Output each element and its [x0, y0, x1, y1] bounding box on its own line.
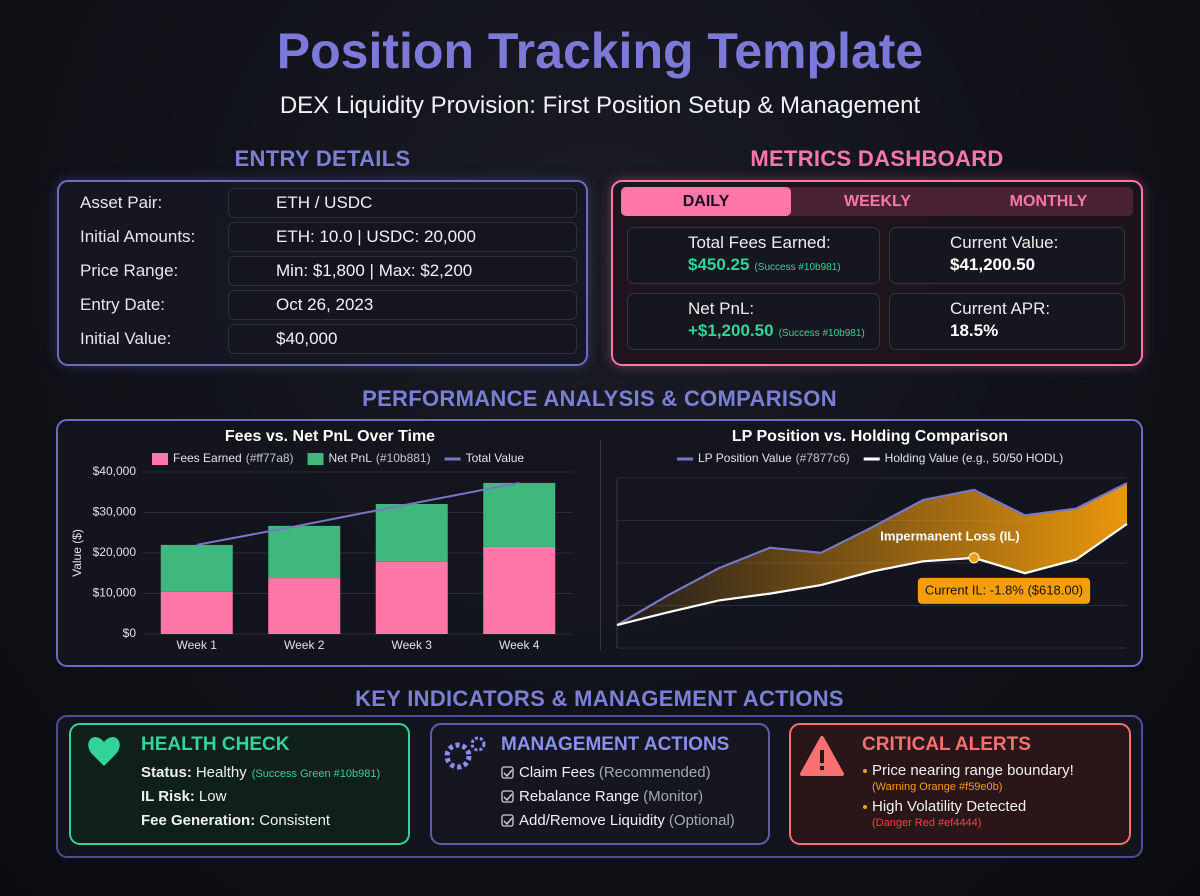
- section-title: ENTRY DETAILS: [234, 146, 411, 171]
- entry-value: ETH / USDC: [276, 193, 373, 212]
- action-note: (Optional): [668, 812, 735, 829]
- health-item: Status: Healthy (Success Green #10b981): [141, 764, 380, 781]
- metric-card: [889, 293, 1125, 350]
- entry-value-box: [228, 290, 577, 320]
- health-value: Consistent: [259, 812, 331, 829]
- health-label: Status:: [141, 764, 192, 781]
- tab[interactable]: DAILY: [621, 187, 791, 216]
- metric-line: $41,200.50: [950, 255, 1035, 275]
- divider: [600, 440, 601, 650]
- action-note: (Recommended): [598, 764, 711, 781]
- alerts-card: [789, 723, 1131, 845]
- card-title: MANAGEMENT ACTIONS: [501, 734, 730, 755]
- metric-card: [627, 293, 880, 350]
- action-text: Claim Fees: [519, 764, 595, 781]
- metric-value: +$1,200.50: [688, 321, 774, 340]
- card-title: HEALTH CHECK: [141, 734, 290, 755]
- metric-card: [889, 227, 1125, 284]
- alert-text: Price nearing range boundary!: [872, 762, 1074, 779]
- entry-value: Min: $1,800 | Max: $2,200: [276, 261, 473, 280]
- tab[interactable]: MONTHLY: [1009, 193, 1088, 210]
- metric-label: Total Fees Earned:: [688, 233, 831, 252]
- entry-value-box: [228, 188, 577, 218]
- health-value: Healthy: [195, 764, 247, 781]
- metric-label: Current Value:: [950, 233, 1059, 252]
- entry-value: ETH: 10.0 | USDC: 20,000: [276, 227, 477, 246]
- section-title: PERFORMANCE ANALYSIS & COMPARISON: [362, 386, 837, 411]
- entry-label: Initial Value:: [80, 329, 172, 348]
- action-note: (Monitor): [643, 788, 704, 805]
- metric-card: [627, 227, 880, 284]
- metric-value: $450.25: [688, 255, 750, 274]
- metric-value: 18.5%: [950, 321, 999, 340]
- entry-label: Price Range:: [80, 261, 179, 280]
- section-title: METRICS DASHBOARD: [750, 146, 1004, 171]
- page-subtitle: DEX Liquidity Provision: First Position …: [279, 92, 921, 119]
- alert-text: High Volatility Detected: [872, 798, 1027, 815]
- entry-label: Asset Pair:: [80, 193, 163, 212]
- health-item: Fee Generation: Consistent: [141, 812, 330, 829]
- action-item: Rebalance Range (Monitor): [519, 788, 703, 805]
- entry-value: $40,000: [276, 329, 338, 348]
- section-title: KEY INDICATORS & MANAGEMENT ACTIONS: [355, 686, 844, 711]
- page-title: Position Tracking Template: [276, 23, 924, 79]
- health-note: (Success Green #10b981): [251, 768, 381, 780]
- action-text: Rebalance Range: [519, 788, 640, 805]
- action-item: Add/Remove Liquidity (Optional): [519, 812, 735, 829]
- actions-card: [430, 723, 770, 845]
- metric-line: 18.5%: [950, 321, 998, 341]
- action-text: Add/Remove Liquidity: [519, 812, 665, 829]
- health-card: [69, 723, 410, 845]
- tab[interactable]: WEEKLY: [844, 193, 911, 210]
- metric-note: (Success #10b981): [754, 262, 841, 273]
- card-title: CRITICAL ALERTS: [862, 734, 1031, 755]
- metric-label: Current APR:: [950, 299, 1051, 318]
- metric-line: $450.25 (Success #10b981): [688, 255, 841, 275]
- metric-value: $41,200.50: [950, 255, 1036, 274]
- health-item: IL Risk: Low: [141, 788, 226, 805]
- health-value: Low: [198, 788, 227, 805]
- entry-value-box: [228, 324, 577, 354]
- entry-label: Entry Date:: [80, 295, 166, 314]
- entry-value: Oct 26, 2023: [276, 295, 374, 314]
- alert-note: (Warning Orange #f59e0b): [872, 781, 1003, 793]
- alert-note: (Danger Red #ef4444): [872, 817, 982, 829]
- action-item: Claim Fees (Recommended): [519, 764, 711, 781]
- metric-label: Net PnL:: [688, 299, 755, 318]
- health-label: Fee Generation:: [141, 812, 256, 829]
- entry-value-box: [228, 256, 577, 286]
- health-label: IL Risk:: [141, 788, 195, 805]
- metric-line: +$1,200.50 (Success #10b981): [688, 321, 865, 341]
- entry-value-box: [228, 222, 577, 252]
- metric-note: (Success #10b981): [778, 328, 865, 339]
- entry-label: Initial Amounts:: [80, 227, 196, 246]
